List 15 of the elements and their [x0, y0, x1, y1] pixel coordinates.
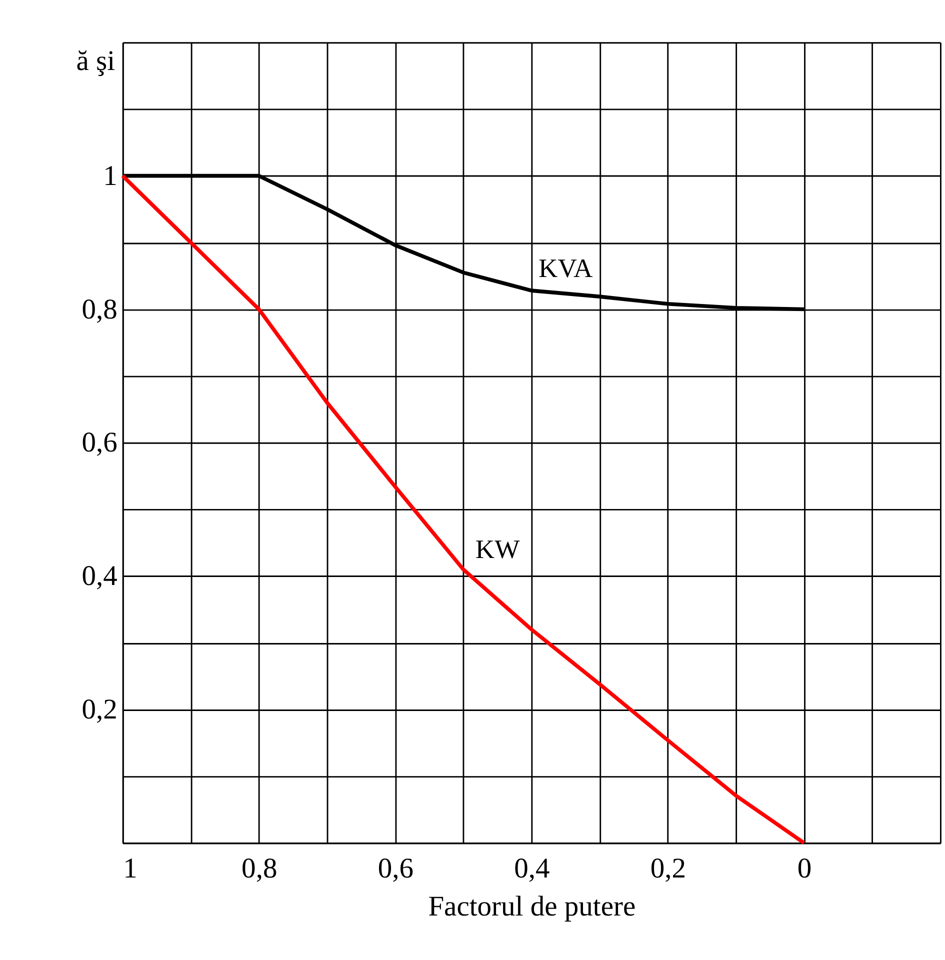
y-tick-label: 0,4 [82, 561, 118, 592]
y-tick-label: 0,6 [82, 428, 118, 459]
y-tick-label: 0,2 [82, 694, 118, 726]
x-tick-label: 1 [123, 854, 138, 885]
x-tick-label: 0,6 [378, 854, 414, 885]
y-axis-title: ă şi [76, 46, 116, 77]
x-tick-label: 0,8 [242, 854, 278, 885]
x-tick-label: 0,2 [650, 854, 686, 885]
x-tick-label: 0,4 [514, 854, 550, 885]
y-tick-label: 1 [103, 160, 118, 192]
x-tick-label: 0 [797, 854, 812, 885]
series-label: KW [475, 534, 521, 564]
y-tick-label: 0,8 [82, 294, 118, 326]
series-label: KVA [538, 253, 594, 284]
x-axis-title: Factorul de putere [428, 892, 636, 923]
